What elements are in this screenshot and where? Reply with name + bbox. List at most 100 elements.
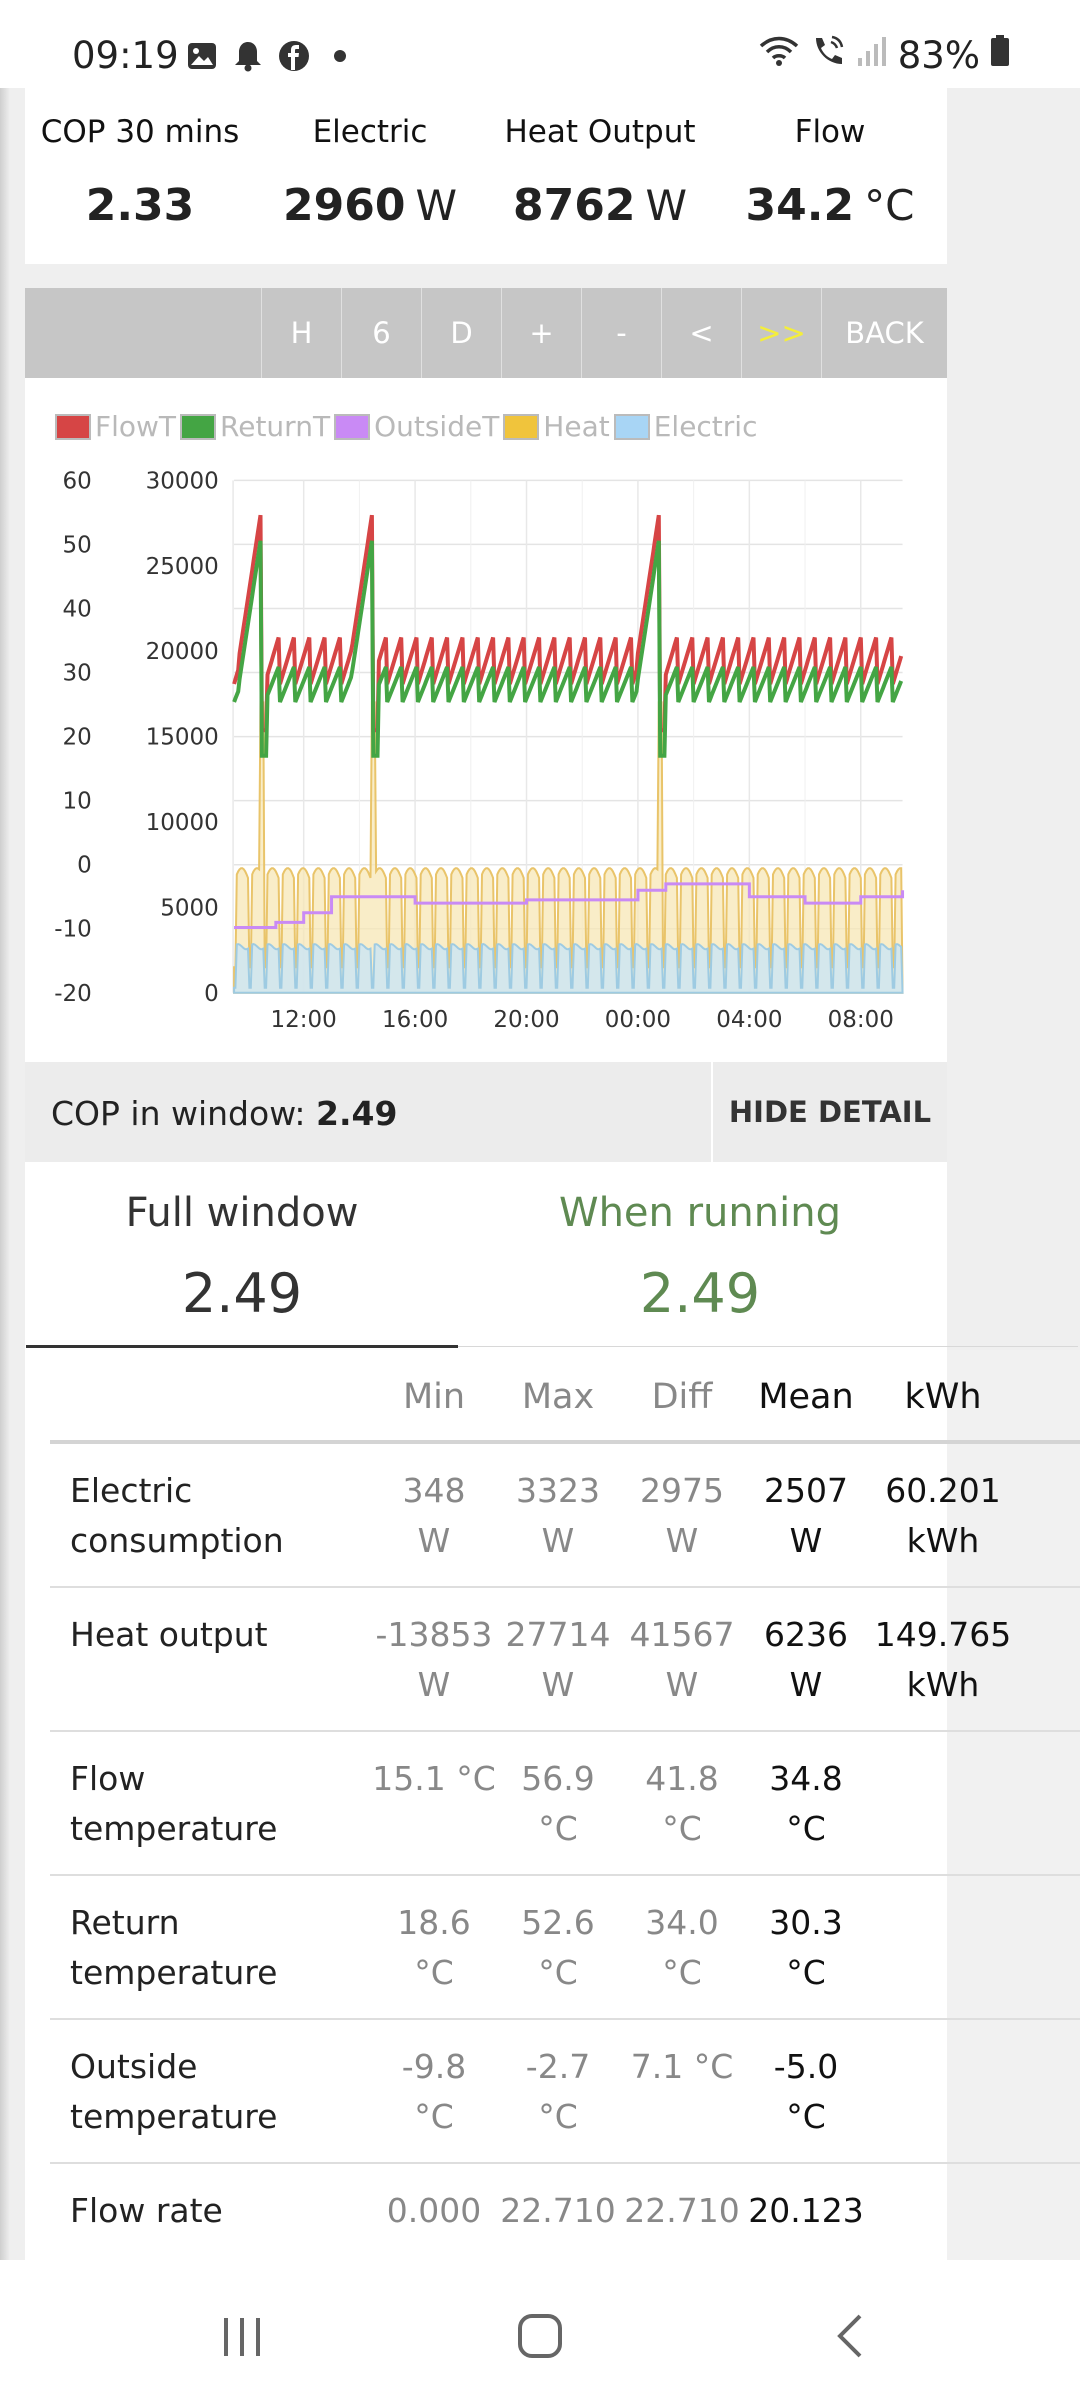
- row-label-line: temperature: [70, 2097, 278, 2136]
- cell-min: 0.000: [372, 2186, 496, 2236]
- cell-mean: 2507 W: [744, 1466, 868, 1566]
- cell-kwh: 149.765 kWh: [868, 1610, 1018, 1710]
- chart-legend: FlowT ReturnT OutsideT Heat Electric: [55, 410, 757, 443]
- pan-right-button[interactable]: >>: [741, 288, 821, 378]
- cell-mean: 6236 W: [744, 1610, 868, 1710]
- day-button[interactable]: D: [421, 288, 501, 378]
- cell-line: 2507: [764, 1471, 848, 1510]
- table-row: Flow temperature 15.1 °C 56.9 °C 41.8 °C 34.8 °C: [50, 1732, 1080, 1876]
- legend-outsidet[interactable]: OutsideT: [334, 410, 499, 443]
- system-icons: 83%: [758, 34, 1010, 77]
- row-label: Return temperature: [70, 1898, 370, 1998]
- battery-percent: 83%: [897, 34, 980, 77]
- legend-flowt[interactable]: FlowT: [55, 410, 176, 443]
- row-label-line: consumption: [70, 1521, 284, 1560]
- cell-line: 27714: [505, 1615, 611, 1654]
- legend-electric[interactable]: Electric: [613, 410, 757, 443]
- cell-line: W: [541, 1665, 575, 1704]
- row-label-line: temperature: [70, 1809, 278, 1848]
- x-tick-label: 16:00: [382, 1007, 448, 1033]
- cell-line: 22.710: [500, 2191, 616, 2230]
- cell-line: W: [789, 1665, 823, 1704]
- cell-line: 20.123: [748, 2191, 864, 2230]
- series-heat: [233, 701, 904, 994]
- kwh-column-shade: [947, 1350, 1080, 2260]
- legend-returnt[interactable]: ReturnT: [180, 410, 330, 443]
- cell-line: 149.765: [874, 1615, 1012, 1654]
- x-tick-label: 08:00: [828, 1007, 894, 1033]
- home-icon[interactable]: [510, 2306, 570, 2366]
- table-row: Electric consumption 348 W 3323 W 2975 W 2507 W 60…: [50, 1444, 1080, 1588]
- row-label-line: Flow: [70, 1759, 146, 1798]
- cell-diff: 2975 W: [620, 1466, 744, 1566]
- row-label-line: Electric: [70, 1471, 193, 1510]
- wifi-icon: [758, 34, 800, 77]
- row-label-line: Return: [70, 1903, 180, 1942]
- row-label: Flow rate: [70, 2186, 370, 2236]
- cell-line: -13853: [375, 1615, 493, 1654]
- row-label-line: temperature: [70, 1953, 278, 1992]
- pan-left-button[interactable]: <: [661, 288, 741, 378]
- hide-detail-button[interactable]: HIDE DETAIL: [711, 1062, 947, 1162]
- summary-value: 34.2 °C: [745, 180, 915, 231]
- zoom-out-button[interactable]: -: [581, 288, 661, 378]
- cell-diff: 7.1 °C: [620, 2042, 744, 2092]
- cell-line: W: [665, 1665, 699, 1704]
- x-tick-label: 04:00: [716, 1007, 782, 1033]
- cell-line: 56.9: [521, 1759, 595, 1798]
- summary-label: Flow: [794, 114, 866, 150]
- dot-icon: [324, 40, 356, 72]
- y-left-tick-label: 0: [77, 853, 92, 879]
- active-tab-underline: [26, 1345, 458, 1348]
- cell-min: 18.6 °C: [372, 1898, 496, 1998]
- zoom-in-button[interactable]: +: [501, 288, 581, 378]
- cell-line: 18.6: [397, 1903, 471, 1942]
- tab-value: 2.49: [639, 1262, 761, 1325]
- notification-icons: [186, 40, 356, 72]
- cop-window-bar: COP in window: 2.49 HIDE DETAIL: [25, 1062, 947, 1162]
- cell-line: -5.0: [773, 2047, 839, 2086]
- cell-line: W: [665, 1521, 699, 1560]
- back-icon[interactable]: [822, 2306, 882, 2366]
- cell-line: 15.1 °C: [372, 1759, 496, 1798]
- cell-line: 6236: [764, 1615, 848, 1654]
- back-button[interactable]: BACK: [821, 288, 947, 378]
- cell-line: W: [417, 1665, 451, 1704]
- legend-heat[interactable]: Heat: [503, 410, 610, 443]
- cell-min: 348 W: [372, 1466, 496, 1566]
- recent-apps-icon[interactable]: [212, 2306, 272, 2366]
- signal-icon: [856, 34, 888, 77]
- cell-line: °C: [538, 2097, 578, 2136]
- battery-icon: [990, 34, 1010, 77]
- hour-button[interactable]: H: [261, 288, 341, 378]
- header-kwh: kWh: [904, 1377, 982, 1417]
- cell-line: 348: [402, 1471, 466, 1510]
- y-right-tick-label: 10000: [146, 810, 219, 836]
- cell-line: °C: [786, 2097, 826, 2136]
- cell-max: 22.710: [496, 2186, 620, 2236]
- power-temperature-chart[interactable]: 60 50 40 30 20 10 0 -10 -20 30000 25000 20000 15000 1…: [25, 378, 947, 1062]
- summary-value: 8762 W: [513, 180, 687, 231]
- cell-line: 34.8: [769, 1759, 843, 1798]
- cell-line: 41567: [629, 1615, 735, 1654]
- x-tick-label: 20:00: [493, 1007, 559, 1033]
- facebook-icon: [278, 40, 310, 72]
- cell-kwh: 60.201 kWh: [868, 1466, 1018, 1566]
- cell-diff: 41.8 °C: [620, 1754, 744, 1854]
- cell-line: °C: [662, 1809, 702, 1848]
- y-left-tick-label: 50: [63, 532, 92, 558]
- status-time: 09:19: [72, 34, 179, 77]
- cell-line: -9.8: [401, 2047, 467, 2086]
- header-diff: Diff: [651, 1377, 713, 1417]
- cell-line: °C: [414, 1953, 454, 1992]
- cell-line: °C: [538, 1809, 578, 1848]
- cell-line: 22.710: [624, 2191, 740, 2230]
- cell-line: °C: [662, 1953, 702, 1992]
- cell-max: 27714 W: [496, 1610, 620, 1710]
- six-hour-button[interactable]: 6: [341, 288, 421, 378]
- status-bar: 09:19 83%: [0, 0, 1080, 88]
- y-left-tick-label: -20: [54, 981, 92, 1007]
- y-left-tick-label: -10: [54, 917, 92, 943]
- y-right-tick-label: 30000: [146, 468, 219, 494]
- cell-mean: 20.123: [744, 2186, 868, 2236]
